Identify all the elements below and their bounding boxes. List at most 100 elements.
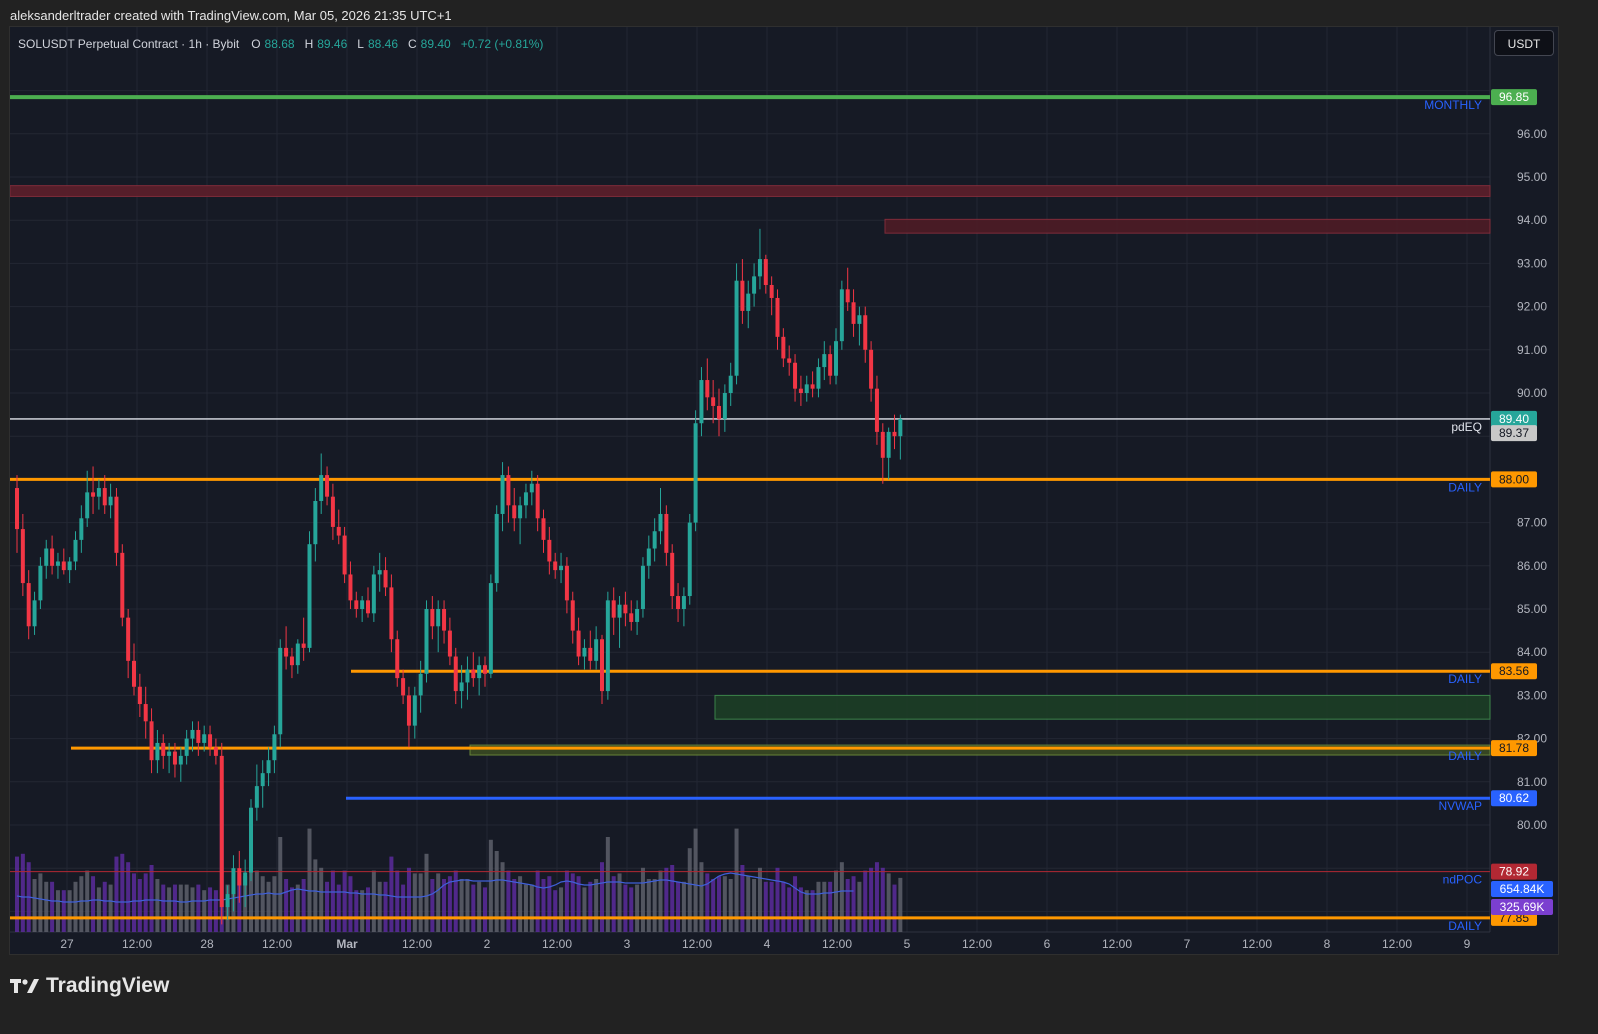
candle xyxy=(798,375,803,406)
volume-bar xyxy=(20,853,25,932)
candle-body xyxy=(529,483,534,493)
volume-bar xyxy=(676,881,681,932)
candle-body xyxy=(810,384,815,389)
candle-body xyxy=(225,894,230,908)
volume-bar xyxy=(278,837,283,932)
candle-body xyxy=(430,609,435,627)
candle-body xyxy=(652,531,657,549)
volume-bar xyxy=(137,879,142,932)
volume-bar xyxy=(728,879,733,932)
volume-bar xyxy=(717,876,721,932)
currency-button[interactable]: USDT xyxy=(1494,30,1554,56)
volume-bar xyxy=(366,887,370,932)
candle xyxy=(769,276,774,316)
close-label: C xyxy=(408,37,417,51)
volume-bar xyxy=(330,870,335,932)
candle-body xyxy=(412,695,417,726)
volume-bar xyxy=(880,867,885,932)
volume-bar xyxy=(898,877,903,932)
volume-bar xyxy=(202,890,207,932)
volume-bar xyxy=(289,887,294,932)
candle-body xyxy=(471,669,476,679)
volume-bar xyxy=(646,879,651,932)
close-value: 89.40 xyxy=(420,37,451,51)
candle-body xyxy=(699,380,704,424)
level-label-daily: DAILY xyxy=(1448,480,1482,494)
candle xyxy=(752,263,757,307)
candle xyxy=(886,427,891,480)
candle xyxy=(658,488,663,545)
candle-body xyxy=(605,600,610,692)
candle-body xyxy=(447,630,452,657)
volume-bar xyxy=(570,873,575,932)
candle-body xyxy=(15,488,19,530)
candle xyxy=(418,660,423,713)
candle-body xyxy=(20,529,25,584)
volume-bar xyxy=(670,865,675,932)
volume-bar xyxy=(354,890,359,932)
candle xyxy=(582,639,587,670)
volume-bar xyxy=(15,856,19,932)
candle xyxy=(85,470,90,527)
price-chart[interactable]: MONTHLY pdEQ DAILY DAILY DAILY NVWAP ndPOC DAIL… xyxy=(10,27,1560,956)
tradingview-logo[interactable]: TradingView xyxy=(10,974,169,998)
candle xyxy=(190,721,195,752)
candle xyxy=(857,306,862,346)
candle-body xyxy=(254,786,259,808)
volume-bar xyxy=(44,881,49,932)
time-tick: 2 xyxy=(484,937,491,951)
candle xyxy=(594,626,599,670)
candle-body xyxy=(213,747,218,756)
badge-nvwap: 80.62 xyxy=(1491,790,1537,807)
candle xyxy=(301,617,306,661)
volume-bar xyxy=(500,862,505,932)
candle xyxy=(371,565,376,622)
candle-body xyxy=(740,280,745,311)
other-price-text: 89.37 xyxy=(1499,426,1529,440)
open-label: O xyxy=(251,37,261,51)
candle xyxy=(740,259,745,324)
time-tick: 12:00 xyxy=(402,937,432,951)
badge-daily: 81.78 xyxy=(1491,740,1537,757)
volume-bar xyxy=(483,887,487,932)
volume-bar xyxy=(652,879,657,932)
volume-bar xyxy=(874,862,879,932)
candle-body xyxy=(611,600,616,618)
candle-body xyxy=(494,513,499,584)
price-tick: 85.00 xyxy=(1517,602,1547,616)
other-price-badge: 89.37 xyxy=(1491,425,1537,442)
volume-bar xyxy=(190,887,195,932)
candle xyxy=(874,375,879,445)
level-label-daily: DAILY xyxy=(1448,919,1482,933)
badge-daily: 83.56 xyxy=(1491,663,1537,680)
candle-body xyxy=(705,380,710,398)
candle xyxy=(722,384,727,432)
candle-body xyxy=(249,807,253,873)
candle-body xyxy=(401,678,406,696)
candle-body xyxy=(869,349,874,389)
volume-bar xyxy=(664,867,669,932)
candle xyxy=(61,548,66,575)
volume-bar xyxy=(793,876,798,932)
badge-nvwap-text: 80.62 xyxy=(1499,791,1529,805)
volume-bar xyxy=(787,887,792,932)
candle xyxy=(711,380,716,424)
candle-body xyxy=(190,729,195,739)
candle-body xyxy=(330,496,335,527)
candle-body xyxy=(781,336,786,359)
candle xyxy=(646,535,651,579)
time-tick: 5 xyxy=(904,937,911,951)
candle xyxy=(336,509,341,545)
candle xyxy=(488,574,493,679)
candle-body xyxy=(640,565,645,609)
candle xyxy=(845,267,850,311)
candle xyxy=(132,643,136,696)
level-lines xyxy=(10,95,1490,920)
volume-bar xyxy=(711,879,716,932)
time-tick: 12:00 xyxy=(682,937,712,951)
chart-frame[interactable]: MONTHLY pdEQ DAILY DAILY DAILY NVWAP ndPOC DAIL… xyxy=(9,26,1559,955)
symbol-title[interactable]: SOLUSDT Perpetual Contract · 1h · Bybit xyxy=(18,37,240,51)
candle-body xyxy=(96,488,101,497)
candle xyxy=(512,488,517,532)
candle-body xyxy=(348,574,353,601)
